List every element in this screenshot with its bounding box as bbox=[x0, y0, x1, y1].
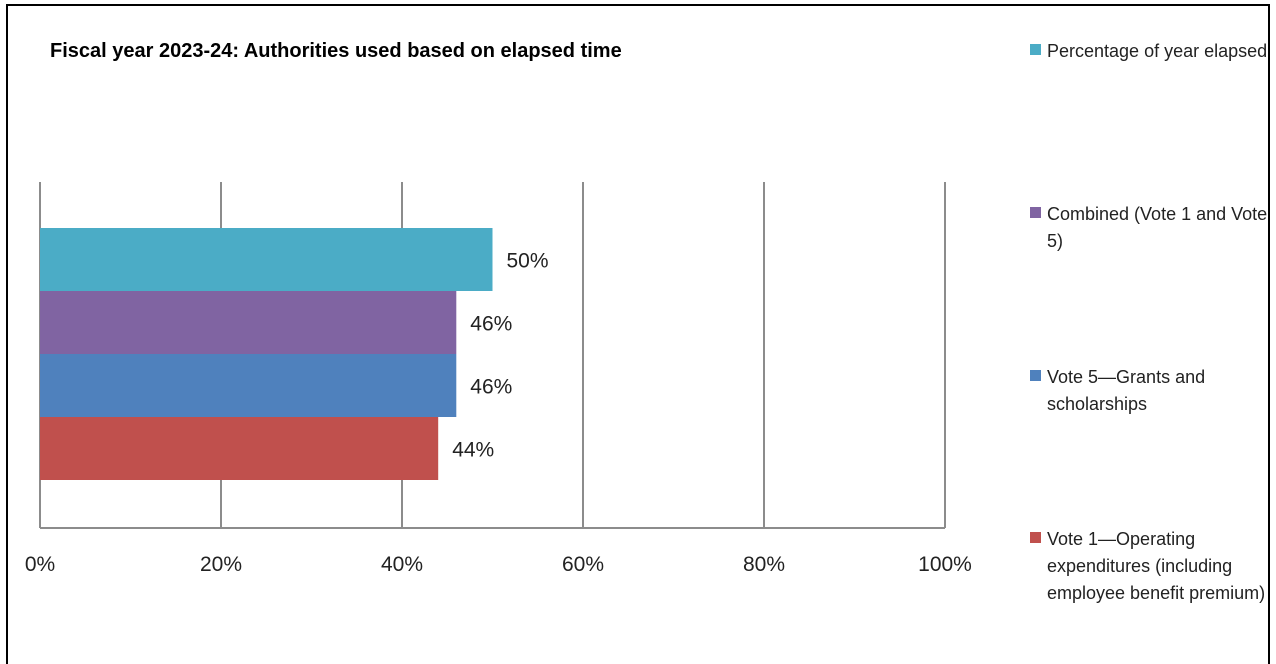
legend-swatch bbox=[1030, 207, 1041, 218]
legend-item-combined: Combined (Vote 1 and Vote 5) bbox=[1030, 201, 1270, 255]
legend-label: Vote 5—Grants and scholarships bbox=[1047, 367, 1206, 414]
legend: Percentage of year elapsed Combined (Vot… bbox=[1030, 0, 1270, 658]
x-tick-label: 20% bbox=[200, 553, 242, 576]
chart-frame bbox=[6, 4, 1270, 664]
legend-label: Combined (Vote 1 and Vote 5) bbox=[1047, 204, 1268, 251]
x-tick-label: 0% bbox=[25, 553, 55, 576]
legend-label: Vote 1—Operating expenditures (including… bbox=[1047, 529, 1266, 603]
x-tick-label: 100% bbox=[918, 553, 972, 576]
legend-swatch bbox=[1030, 44, 1041, 55]
bar bbox=[40, 417, 439, 480]
data-label: 50% bbox=[507, 250, 549, 273]
legend-swatch bbox=[1030, 532, 1041, 543]
legend-item-vote1: Vote 1—Operating expenditures (including… bbox=[1030, 526, 1270, 607]
data-label: 44% bbox=[452, 439, 494, 462]
legend-item-year-elapsed: Percentage of year elapsed bbox=[1030, 38, 1270, 65]
x-tick-label: 80% bbox=[743, 553, 785, 576]
data-label: 46% bbox=[470, 376, 512, 399]
legend-item-vote5: Vote 5—Grants and scholarships bbox=[1030, 364, 1270, 418]
bar bbox=[40, 354, 457, 417]
bar bbox=[40, 228, 493, 291]
data-label: 46% bbox=[470, 313, 512, 336]
bar-chart: 50% 46% 46% 44% 0% 20% 40% 60% 80% 100% bbox=[25, 182, 972, 576]
legend-label: Percentage of year elapsed bbox=[1047, 41, 1268, 61]
bar bbox=[40, 291, 457, 354]
legend-swatch bbox=[1030, 370, 1041, 381]
chart-title: Fiscal year 2023-24: Authorities used ba… bbox=[50, 40, 622, 62]
x-tick-label: 40% bbox=[381, 553, 423, 576]
x-tick-label: 60% bbox=[562, 553, 604, 576]
